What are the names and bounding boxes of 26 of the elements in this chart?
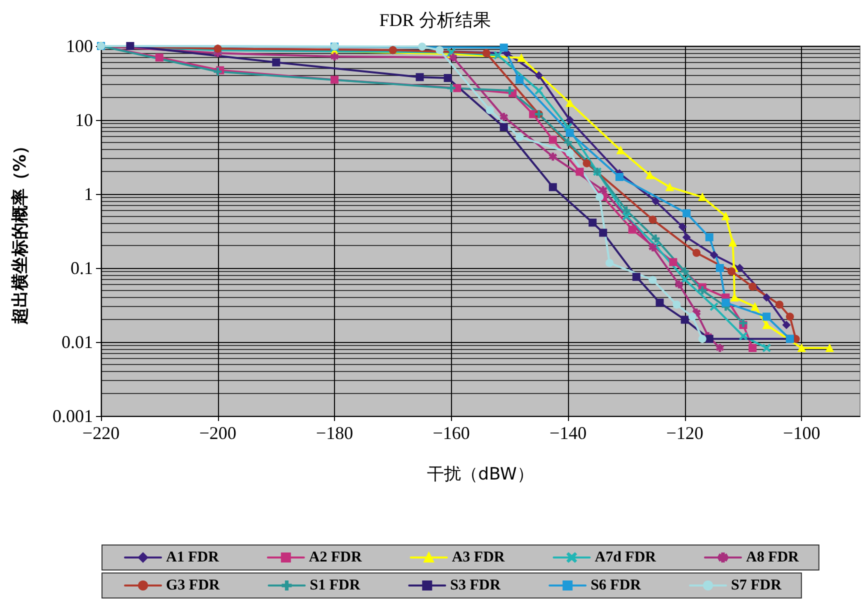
x-tick-label: −140 xyxy=(550,423,587,443)
legend-label: A8 FDR xyxy=(746,550,800,566)
x-tick-label: −100 xyxy=(783,423,820,443)
x-tick-label: −180 xyxy=(316,423,354,443)
y-tick-label: 0.1 xyxy=(70,258,93,278)
y-tick-label: 10 xyxy=(75,110,93,130)
legend-label: G3 FDR xyxy=(166,578,220,594)
x-axis-title: 干扰（dBW） xyxy=(427,464,534,484)
y-tick-label: 0.01 xyxy=(62,332,93,352)
legend-label: A1 FDR xyxy=(166,550,220,566)
chart-title: FDR 分析结果 xyxy=(379,10,491,30)
x-tick-label: −120 xyxy=(666,423,704,443)
y-tick-label: 100 xyxy=(66,36,93,56)
legend-label: S7 FDR xyxy=(731,578,782,594)
y-tick-label: 0.001 xyxy=(52,406,93,426)
legend-label: A2 FDR xyxy=(308,550,362,566)
x-tick-label: −200 xyxy=(199,423,236,443)
y-tick-label: 1 xyxy=(84,184,93,204)
legend-label: A3 FDR xyxy=(452,550,505,566)
legend-label: S3 FDR xyxy=(450,578,501,594)
legend-label: A7d FDR xyxy=(594,550,656,566)
x-tick-label: −160 xyxy=(432,423,470,443)
legend-label: S6 FDR xyxy=(590,578,642,594)
legend-label: S1 FDR xyxy=(310,578,360,594)
y-axis-title: 超出横坐标的概率（%） xyxy=(10,137,30,326)
x-tick-label: −220 xyxy=(82,423,120,443)
